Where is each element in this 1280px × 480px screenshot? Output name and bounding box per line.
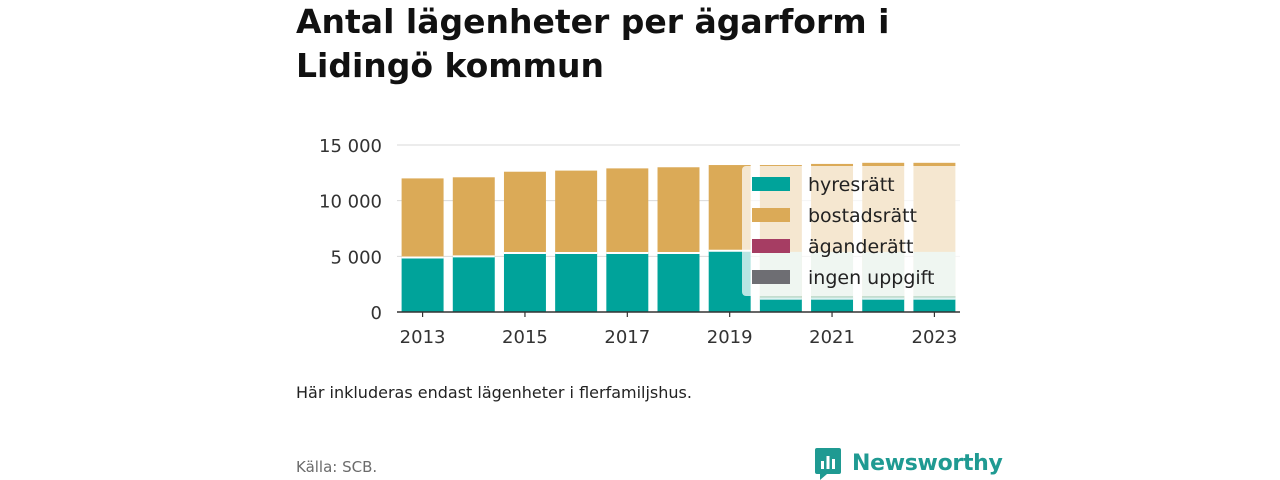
bar-hyresrätt-2023 xyxy=(913,298,956,312)
bar-chart-speech-bubble-icon xyxy=(815,448,841,480)
bar-bostadsrätt-2018 xyxy=(657,167,700,253)
y-tick-label: 15 000 xyxy=(319,136,382,157)
legend-swatch-hyresrätt xyxy=(752,177,790,191)
bar-hyresrätt-2017 xyxy=(606,252,649,312)
y-tick-label: 0 xyxy=(371,303,382,324)
x-tick-label: 2017 xyxy=(604,327,650,348)
bar-bostadsrätt-2013 xyxy=(401,178,444,258)
x-tick-label: 2019 xyxy=(707,327,753,348)
x-tick-label: 2023 xyxy=(912,327,958,348)
bar-bostadsrätt-2017 xyxy=(606,168,649,253)
bar-hyresrätt-2014 xyxy=(452,256,495,312)
x-tick-label: 2021 xyxy=(809,327,855,348)
legend-label: bostadsrätt xyxy=(808,205,917,227)
bar-hyresrätt-2022 xyxy=(862,298,905,312)
bar-bostadsrätt-2014 xyxy=(452,177,495,257)
bar-hyresrätt-2015 xyxy=(503,252,546,312)
bar-bostadsrätt-2015 xyxy=(503,171,546,253)
legend-swatch-ingen uppgift xyxy=(752,270,790,284)
legend-box xyxy=(742,166,960,296)
legend: hyresrätt bostadsrätt äganderätt ingen uppg… xyxy=(742,166,960,296)
chart-title: Antal lägenheter per ägarform i Lidingö … xyxy=(296,2,890,85)
y-tick-label: 5 000 xyxy=(330,247,382,268)
legend-swatch-äganderätt xyxy=(752,239,790,253)
chart-note: Här inkluderas endast lägenheter i flerf… xyxy=(296,383,692,402)
legend-swatch-bostadsrätt xyxy=(752,208,790,222)
bar-hyresrätt-2013 xyxy=(401,257,444,312)
y-tick-label: 10 000 xyxy=(319,192,382,213)
newsworthy-logo: Newsworthy xyxy=(814,446,1003,480)
bar-hyresrätt-2016 xyxy=(555,252,598,312)
bar-hyresrätt-2018 xyxy=(657,252,700,312)
bar-hyresrätt-2020 xyxy=(759,298,802,312)
source-text: Källa: SCB. xyxy=(296,458,378,476)
bar-hyresrätt-2021 xyxy=(811,298,854,312)
bar-bostadsrätt-2016 xyxy=(555,170,598,253)
legend-label: hyresrätt xyxy=(808,174,895,196)
legend-label: äganderätt xyxy=(808,236,914,258)
axes: 0 5 000 10 000 15 000 2013 2015 2017 2019 2021 20… xyxy=(319,136,960,348)
legend-label: ingen uppgift xyxy=(808,267,934,289)
x-tick-label: 2015 xyxy=(502,327,548,348)
logo-text: Newsworthy xyxy=(852,450,1003,476)
x-tick-label: 2013 xyxy=(400,327,446,348)
